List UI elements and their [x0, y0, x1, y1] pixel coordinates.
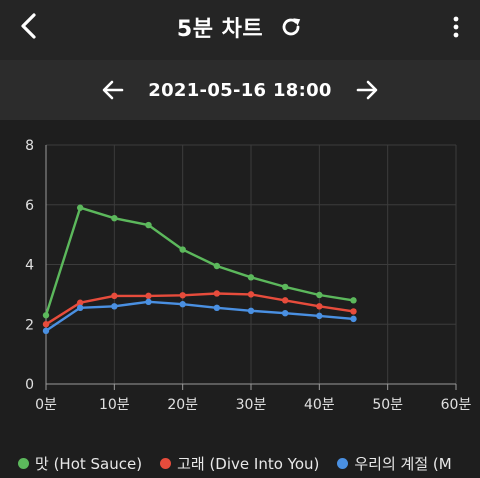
data-point: [281, 297, 289, 304]
chevron-left-icon: [21, 13, 36, 39]
arrow-left-icon: [102, 80, 124, 100]
x-tick-label: 40분: [304, 397, 335, 413]
x-tick-label: 30분: [236, 397, 267, 413]
y-tick-label: 4: [25, 258, 34, 274]
data-point: [213, 262, 221, 270]
back-button[interactable]: [14, 10, 44, 42]
data-point: [281, 283, 289, 291]
data-point: [42, 321, 50, 328]
chart-area: 0 2 4 6 8 0분 10분 20분 30분 40분 50분 60분: [0, 120, 480, 474]
date-navigation: 2021-05-16 18:00: [0, 60, 480, 120]
data-point: [76, 204, 84, 211]
legend-label: 고래 (Dive Into You): [177, 454, 320, 473]
data-point: [316, 312, 323, 320]
data-point: [145, 292, 152, 300]
data-point: [42, 327, 50, 335]
legend-item[interactable]: 우리의 계절 (M: [337, 453, 452, 474]
x-tick-label: 20분: [167, 397, 198, 413]
date-label: 2021-05-16 18:00: [148, 79, 332, 101]
previous-date-button[interactable]: [100, 77, 126, 103]
data-point: [145, 221, 152, 229]
legend-label: 맛 (Hot Sauce): [35, 454, 143, 473]
legend-item[interactable]: 맛 (Hot Sauce): [18, 453, 142, 474]
page-title: 5분 차트: [176, 17, 264, 42]
x-tick-label: 10분: [99, 397, 130, 413]
data-point: [213, 290, 221, 297]
y-tick-label: 2: [25, 317, 34, 333]
next-date-button[interactable]: [354, 77, 380, 103]
series-line-3: [45, 300, 354, 332]
data-point: [350, 315, 357, 323]
y-tick-label: 0: [25, 377, 34, 393]
series-line-1: [44, 206, 354, 316]
data-point: [247, 291, 255, 298]
data-point: [350, 297, 357, 304]
data-point: [247, 274, 255, 281]
y-tick-label: 8: [25, 138, 34, 154]
more-vertical-icon: [453, 16, 459, 38]
app-header: 5분 차트: [0, 0, 480, 60]
data-point: [111, 214, 118, 222]
data-point: [42, 312, 50, 319]
data-point: [213, 304, 221, 312]
data-point: [350, 308, 357, 315]
data-point: [179, 292, 186, 299]
legend-dot: [18, 457, 29, 469]
more-options-button[interactable]: [446, 12, 466, 42]
series-line-2: [45, 292, 354, 326]
legend-item[interactable]: 고래 (Dive Into You): [160, 453, 319, 474]
data-point: [179, 301, 186, 308]
arrow-right-icon: [356, 80, 378, 100]
refresh-icon: [282, 18, 301, 36]
data-point: [111, 292, 118, 300]
data-point: [76, 304, 84, 312]
x-tick-label: 0분: [35, 397, 57, 413]
data-point: [316, 291, 323, 299]
data-point: [281, 309, 289, 317]
legend-dot: [160, 457, 172, 469]
title-group: 5분 차트: [0, 12, 480, 42]
line-chart: 0 2 4 6 8 0분 10분 20분 30분 40분 50분 60분: [25, 138, 472, 413]
legend-dot: [337, 457, 349, 469]
data-point: [179, 246, 186, 253]
data-point: [76, 299, 84, 306]
data-point: [111, 303, 118, 310]
chart-legend: 맛 (Hot Sauce) 고래 (Dive Into You) 우리의 계절 (M: [18, 452, 452, 474]
data-point: [145, 298, 152, 306]
data-point: [247, 307, 255, 315]
x-tick-label: 60분: [441, 397, 472, 413]
x-tick-label: 50분: [372, 397, 403, 413]
refresh-button[interactable]: [279, 15, 303, 39]
y-tick-label: 6: [25, 198, 34, 214]
data-point: [316, 303, 323, 310]
legend-label: 우리의 계절 (M: [354, 454, 452, 473]
